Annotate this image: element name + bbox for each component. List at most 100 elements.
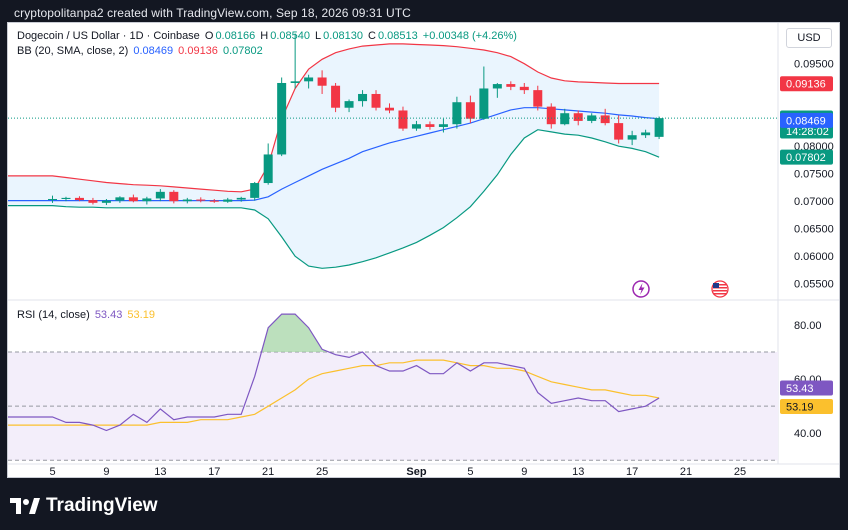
candle-body	[425, 124, 435, 127]
price-tick-label: 0.07000	[794, 196, 834, 208]
price-tick-label: 0.05500	[794, 279, 834, 291]
candle-body	[155, 191, 165, 199]
us-flag-canton	[713, 283, 719, 288]
candle-body	[61, 197, 71, 199]
rsi-ma-line	[8, 359, 660, 426]
price-chart[interactable]: 0.095000.080000.075000.070000.065000.060…	[8, 23, 840, 478]
candle-body	[492, 84, 502, 89]
candle-body	[452, 102, 462, 125]
lower-text: 0.07802	[786, 152, 826, 164]
candle-body	[331, 85, 341, 108]
us-flag-stripe	[713, 290, 727, 292]
candle-body	[250, 183, 260, 198]
candle-body	[358, 93, 368, 102]
low-label: L	[315, 30, 322, 42]
rsi-ma-badge-text: 53.19	[786, 401, 814, 413]
candle-body	[277, 82, 287, 155]
chart-caption: cryptopolitanpa2 created with TradingVie…	[14, 6, 411, 20]
lightning-icon-bolt	[638, 283, 645, 295]
candle-body	[101, 200, 111, 203]
candle-body	[519, 86, 529, 91]
candle-body	[142, 198, 152, 202]
lightning-icon	[632, 280, 650, 298]
us-flag-stripe	[713, 293, 727, 295]
symbol-name: Dogecoin / US Dollar · 1D · Coinbase	[17, 30, 200, 42]
candle-body	[627, 135, 637, 140]
bb-label: BB (20, SMA, close, 2)	[17, 45, 129, 57]
candle-body	[290, 81, 300, 83]
price-tick-label: 0.06000	[794, 251, 834, 263]
chart-card: 0.09500 0.08000 0.07500 0.07000 0.06500 0.060…	[7, 22, 840, 478]
rsi-tick-label: 80.00	[794, 320, 822, 332]
candle-body	[398, 110, 408, 129]
candle-body	[614, 123, 624, 140]
rsi-tick-label: 40.00	[794, 428, 822, 440]
open-value: 0.08166	[215, 30, 256, 42]
bb-lower-value: 0.07802	[222, 45, 263, 57]
time-tick-label: 13	[572, 466, 584, 478]
change-value: +0.00348 (+4.26%)	[422, 30, 517, 42]
candle-body	[236, 197, 246, 200]
countdown-text: 14:28:02	[786, 126, 829, 138]
upper-bg	[780, 76, 833, 92]
candle-body	[304, 77, 314, 82]
rsi-badge-text: 53.43	[786, 383, 814, 395]
rsi-legend[interactable]: RSI (14, close) 53.43 53.19	[17, 309, 157, 321]
symbol-legend: Dogecoin / US Dollar · 1D · Coinbase O 0.…	[17, 30, 519, 42]
tradingview-watermark[interactable]: TradingView	[10, 495, 158, 517]
candle-body	[411, 124, 421, 129]
bb-legend[interactable]: BB (20, SMA, close, 2) 0.08469 0.09136 0…	[17, 45, 265, 57]
time-tick-label: 21	[262, 466, 274, 478]
bb-lower-line	[8, 129, 660, 269]
watermark-text: TradingView	[46, 495, 158, 516]
basis-bg	[780, 112, 833, 128]
candle-body	[533, 90, 543, 107]
candle-body	[438, 124, 448, 127]
candle-body	[600, 115, 610, 124]
candles-group	[48, 33, 664, 206]
candle-body	[317, 77, 327, 86]
candle-body	[74, 197, 84, 201]
bb-upper-line	[8, 43, 660, 193]
us-flag-stripe	[713, 284, 727, 286]
us-flag-stripe	[713, 287, 727, 289]
low-value: 0.08130	[323, 30, 363, 42]
high-value: 0.08540	[270, 30, 310, 42]
rsi-ma-badge-bg	[780, 398, 833, 414]
time-tick-label: 5	[467, 466, 473, 478]
time-tick-label: 17	[626, 466, 638, 478]
us-flag-icon	[711, 280, 729, 298]
candle-body	[371, 93, 381, 108]
candle-body	[641, 132, 651, 136]
lower-bg	[780, 149, 833, 165]
candle-body	[573, 113, 583, 121]
candle-body	[88, 200, 98, 203]
candle-body	[209, 200, 219, 202]
time-tick-label: 9	[521, 466, 527, 478]
candle-body	[263, 154, 273, 184]
time-tick-label: 13	[154, 466, 166, 478]
candle-body	[344, 101, 354, 108]
bb-basis-value: 0.08469	[133, 45, 174, 57]
candle-body	[115, 197, 125, 201]
close-value: 0.08513	[377, 30, 418, 42]
candle-body	[385, 107, 394, 111]
candle-body	[465, 102, 475, 119]
candle-body	[560, 113, 570, 125]
high-label: H	[260, 30, 269, 42]
tradingview-logo-icon	[10, 498, 40, 514]
bb-upper-value: 0.09136	[178, 45, 218, 57]
price-tick-label: 0.06500	[794, 224, 834, 236]
candle-body	[182, 199, 192, 202]
candle-body	[196, 199, 206, 201]
candle-body	[48, 198, 57, 200]
time-tick-label: 9	[103, 466, 109, 478]
candle-body	[223, 199, 233, 202]
time-tick-label: 5	[49, 466, 55, 478]
candle-body	[128, 197, 138, 202]
time-tick-label: 21	[680, 466, 692, 478]
candle-body	[587, 115, 597, 121]
rsi-line	[8, 313, 660, 432]
currency-button[interactable]: USD	[786, 28, 832, 48]
time-tick-label: 25	[734, 466, 746, 478]
